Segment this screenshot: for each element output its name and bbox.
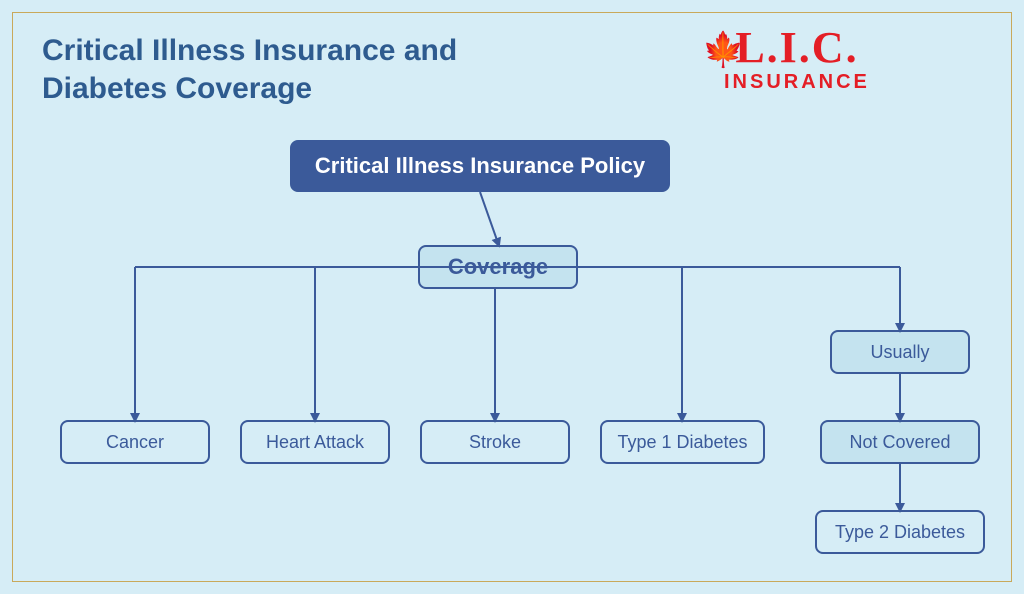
node-cancer: Cancer (60, 420, 210, 464)
node-type1: Type 1 Diabetes (600, 420, 765, 464)
node-coverage: Coverage (418, 245, 578, 289)
node-type2: Type 2 Diabetes (815, 510, 985, 554)
node-policy: Critical Illness Insurance Policy (290, 140, 670, 192)
node-stroke-label: Stroke (469, 432, 521, 453)
infographic-canvas: Critical Illness Insurance andDiabetes C… (0, 0, 1024, 594)
page-title: Critical Illness Insurance andDiabetes C… (42, 32, 457, 107)
node-heart-label: Heart Attack (266, 432, 364, 453)
node-cancer-label: Cancer (106, 432, 164, 453)
node-stroke: Stroke (420, 420, 570, 464)
brand-logo: L.I.C.INSURANCE (724, 26, 870, 92)
logo-sub-text: INSURANCE (724, 72, 870, 92)
node-usually: Usually (830, 330, 970, 374)
node-coverage-label: Coverage (448, 254, 548, 280)
node-type1-label: Type 1 Diabetes (617, 432, 747, 453)
node-policy-label: Critical Illness Insurance Policy (315, 153, 645, 179)
node-usually-label: Usually (870, 342, 929, 363)
node-notcovered: Not Covered (820, 420, 980, 464)
node-type2-label: Type 2 Diabetes (835, 522, 965, 543)
node-heart: Heart Attack (240, 420, 390, 464)
logo-main-text: L.I.C. (724, 26, 870, 70)
node-notcovered-label: Not Covered (849, 432, 950, 453)
